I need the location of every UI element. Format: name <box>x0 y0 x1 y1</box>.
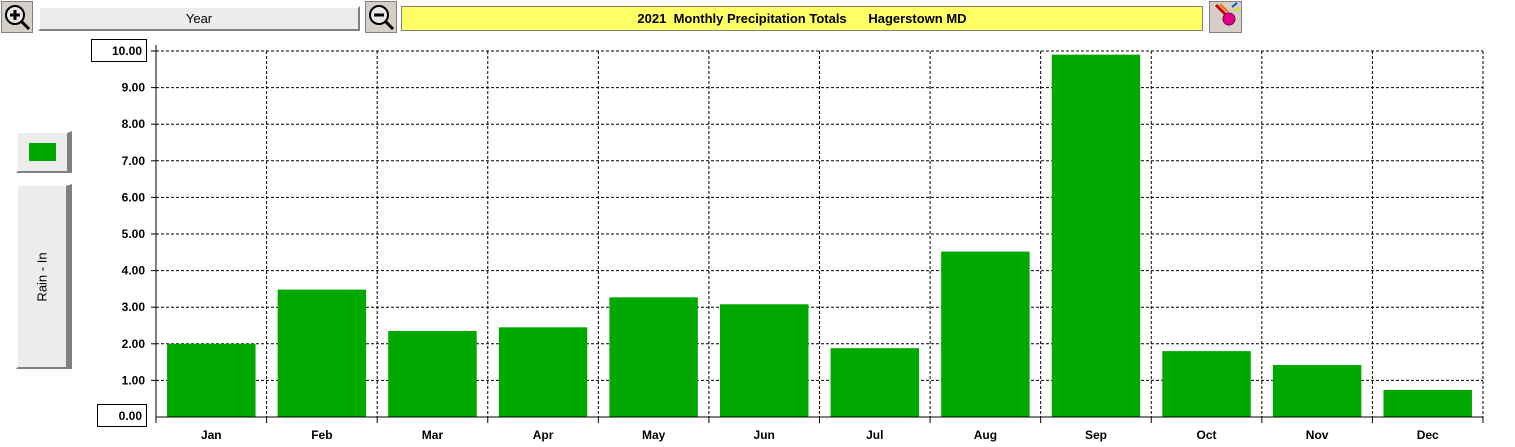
zoom-out-icon <box>367 3 395 31</box>
y-tick-label: 3.00 <box>122 300 146 314</box>
bar-mar <box>388 330 477 417</box>
chart-title: 2021 Monthly Precipitation Totals Hagers… <box>401 6 1203 31</box>
y-max-value: 10.00 <box>111 43 142 58</box>
chart-axes <box>151 45 1484 423</box>
y-tick-label: 8.00 <box>122 117 146 131</box>
y-tick-label: 5.00 <box>122 227 146 241</box>
period-selector-button[interactable]: Year <box>38 6 360 31</box>
x-tick-label: Jun <box>754 428 775 442</box>
bar-dec <box>1383 389 1472 417</box>
y-tick-label: 1.00 <box>122 373 146 387</box>
chart-grid <box>156 50 1484 417</box>
y-axis-labels: 1.00 2.00 3.00 4.00 5.00 6.00 7.00 8.00 9.00 <box>122 81 146 388</box>
x-tick-label: May <box>642 428 666 442</box>
x-tick-label: Feb <box>311 428 332 442</box>
x-axis-labels: Jan Feb Mar Apr May Jun Jul Aug Sep Oct Nov Dec <box>201 428 1439 442</box>
y-max-input[interactable]: 10.00 <box>91 39 147 62</box>
x-tick-label: Jan <box>201 428 222 442</box>
bar-feb <box>277 289 367 417</box>
paint-tool-button[interactable] <box>1209 1 1242 33</box>
chart-bars <box>167 54 1472 417</box>
legend-color-button[interactable] <box>16 131 72 173</box>
zoom-out-button[interactable] <box>365 1 397 33</box>
x-tick-label: Dec <box>1417 428 1439 442</box>
bar-nov <box>1272 365 1362 417</box>
period-label: Year <box>185 11 213 26</box>
y-tick-label: 6.00 <box>122 190 146 204</box>
series-label-button[interactable]: Rain - In <box>16 184 72 369</box>
zoom-in-icon <box>3 3 31 31</box>
zoom-in-button[interactable] <box>1 1 33 33</box>
bar-sep <box>1051 54 1141 417</box>
legend-color-swatch <box>29 143 56 161</box>
chart-title-text: 2021 Monthly Precipitation Totals Hagers… <box>637 11 967 26</box>
x-tick-label: Mar <box>422 428 444 442</box>
bar-jul <box>830 348 920 417</box>
y-min-value: 0.00 <box>118 408 142 423</box>
x-tick-label: Apr <box>533 428 554 442</box>
y-tick-label: 7.00 <box>122 154 146 168</box>
y-tick-label: 9.00 <box>122 81 146 95</box>
x-tick-label: Oct <box>1197 428 1217 442</box>
y-tick-label: 4.00 <box>122 264 146 278</box>
bar-may <box>609 297 698 417</box>
x-tick-label: Nov <box>1306 428 1329 442</box>
paint-tool-icon <box>1212 1 1240 34</box>
x-tick-label: Aug <box>974 428 997 442</box>
x-tick-label: Sep <box>1085 428 1107 442</box>
bar-jun <box>719 304 809 417</box>
y-min-input[interactable]: 0.00 <box>97 404 147 427</box>
bar-apr <box>498 327 588 417</box>
bar-oct <box>1162 351 1251 417</box>
bar-jan <box>167 343 256 417</box>
bar-aug <box>941 251 1030 417</box>
x-tick-label: Jul <box>866 428 883 442</box>
y-tick-label: 2.00 <box>122 337 146 351</box>
